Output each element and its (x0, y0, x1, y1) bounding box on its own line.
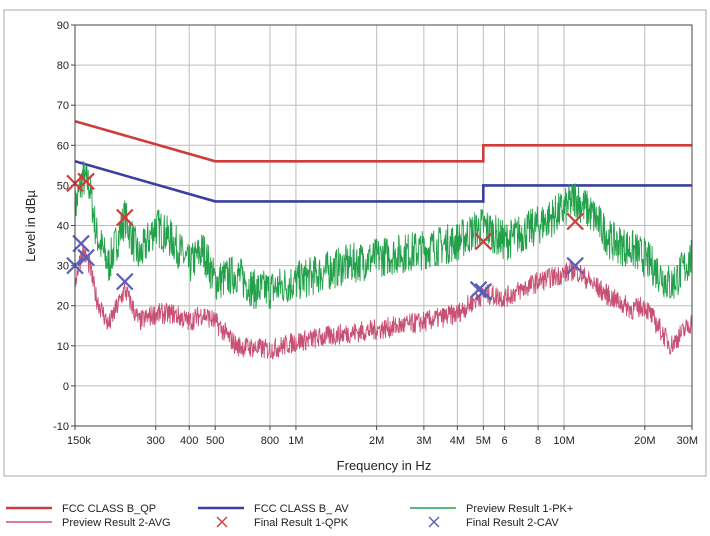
legend-label: FCC CLASS B_QP (62, 503, 156, 515)
legend-swatch (216, 516, 228, 528)
y-tick-label: 20 (57, 301, 69, 313)
legend-label: Final Result 1-QPK (254, 517, 349, 529)
cav-marker (469, 280, 488, 299)
legend-swatch (428, 516, 440, 528)
qpk-marker (474, 232, 493, 251)
qpk-marker (115, 208, 134, 227)
x-tick-label: 6 (502, 435, 508, 447)
x-tick-label: 3M (416, 435, 431, 447)
y-tick-label: 80 (57, 60, 69, 72)
y-tick-label: 30 (57, 261, 69, 273)
y-tick-labels: -10 0 10 20 30 40 50 60 70 80 90 (53, 20, 75, 433)
x-tick-label: 2M (369, 435, 384, 447)
legend: FCC CLASS B_QP Preview Result 2-AVG FCC CL… (6, 503, 573, 529)
trace-lines (74, 160, 693, 360)
x-tick-label: 4M (450, 435, 465, 447)
cav-marker (115, 272, 134, 291)
cav-marker (474, 282, 493, 301)
cav-marker (566, 256, 584, 275)
cav-marker (77, 248, 95, 267)
legend-label: Preview Result 1-PK+ (466, 503, 573, 515)
x-tick-label: 400 (180, 435, 198, 447)
y-tick-label: 0 (63, 381, 69, 393)
y-tick-label: -10 (53, 421, 69, 433)
y-tick-label: 40 (57, 221, 69, 233)
x-tick-label: 150k (67, 435, 91, 447)
trace-avg-line (74, 243, 693, 360)
x-tick-label: 5M (476, 435, 491, 447)
qpk-marker (77, 172, 95, 191)
x-tick-label: 1M (288, 435, 303, 447)
chart-frame (3, 9, 707, 477)
x-tick-label: 800 (261, 435, 279, 447)
limit-line (74, 160, 692, 203)
legend-label: FCC CLASS B_ AV (254, 503, 349, 515)
plot-area-border (74, 24, 693, 427)
y-tick-label: 90 (57, 20, 69, 32)
y-tick-label: 70 (57, 100, 69, 112)
trace-pk-line (74, 160, 693, 310)
x-tick-label: 300 (147, 435, 165, 447)
y-axis-title: Level in dBµ (23, 190, 38, 262)
limit-lines (74, 119, 692, 203)
limit-line (74, 119, 692, 163)
x-axis-title: Frequency in Hz (337, 458, 432, 473)
y-tick-label: 50 (57, 180, 69, 192)
legend-label: Preview Result 2-AVG (62, 517, 171, 529)
x-tick-label: 30M (677, 435, 698, 447)
x-tick-label: 20M (634, 435, 655, 447)
x-tick-label: 500 (206, 435, 224, 447)
x-tick-label: 10M (553, 435, 574, 447)
x-tick-labels: 150k 300 400 500 800 1M 2M 3M 4M 5M 6 8 10M 20M 30M (67, 426, 698, 447)
x-tick-label: 8 (535, 435, 541, 447)
y-tick-label: 60 (57, 140, 69, 152)
legend-label: Final Result 2-CAV (466, 517, 559, 529)
cav-marker (72, 234, 90, 253)
qpk-marker (566, 212, 584, 231)
y-tick-label: 10 (57, 341, 69, 353)
